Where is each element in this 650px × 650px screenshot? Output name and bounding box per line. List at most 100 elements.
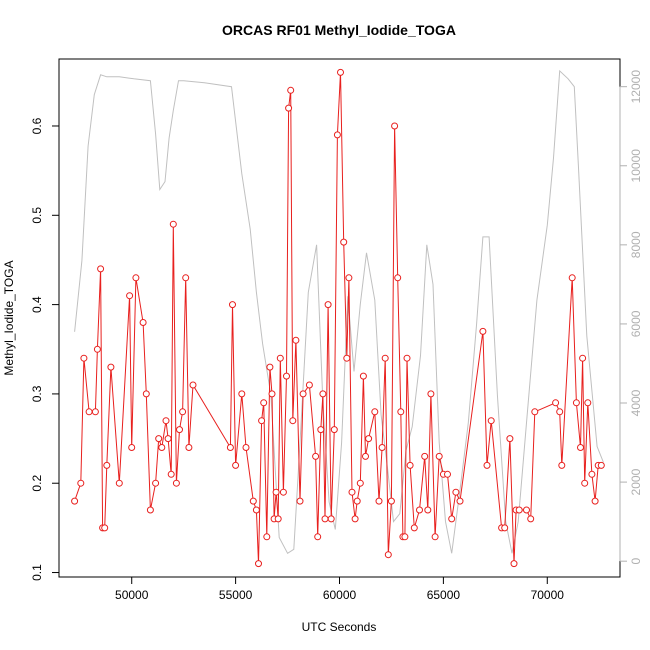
data-point xyxy=(501,524,509,532)
y-tick-label: 0.2 xyxy=(30,475,44,492)
data-point xyxy=(128,444,136,451)
data-point xyxy=(403,354,411,362)
chart-title: ORCAS RF01 Methyl_Iodide_TOGA xyxy=(222,22,456,38)
data-point xyxy=(416,506,423,514)
data-point xyxy=(164,435,172,443)
x-tick-label: 70000 xyxy=(531,588,565,602)
series-left-line xyxy=(71,68,605,568)
data-point xyxy=(229,301,236,309)
data-point xyxy=(312,452,320,460)
data-point xyxy=(299,390,307,398)
data-point xyxy=(101,524,109,532)
data-point xyxy=(577,444,584,451)
data-point xyxy=(506,435,514,443)
data-point xyxy=(305,381,313,389)
data-point xyxy=(427,390,435,398)
data-point xyxy=(340,238,348,246)
data-point xyxy=(479,327,487,335)
x-tick-label: 65000 xyxy=(427,588,461,602)
data-point xyxy=(139,319,147,326)
y-axis-right: 0 2000 4000 6000 8000 10000 12000 xyxy=(619,70,643,565)
data-point xyxy=(572,399,580,407)
data-point xyxy=(515,506,523,514)
data-point xyxy=(146,506,154,514)
data-point xyxy=(348,488,356,496)
data-point xyxy=(85,408,93,416)
data-point xyxy=(242,444,250,451)
data-point xyxy=(155,435,163,443)
data-point xyxy=(289,417,297,425)
data-point xyxy=(421,452,429,460)
data-point xyxy=(527,515,535,523)
y-tick-label: 0.6 xyxy=(30,117,44,134)
data-point xyxy=(591,497,599,505)
data-point xyxy=(333,131,341,139)
data-point xyxy=(115,479,123,487)
data-point xyxy=(448,515,456,523)
data-point xyxy=(266,363,274,371)
data-point xyxy=(330,426,338,434)
data-point xyxy=(327,515,335,523)
data-point xyxy=(276,354,284,362)
data-point xyxy=(588,470,596,478)
data-point xyxy=(176,426,183,434)
data-point xyxy=(387,497,395,505)
data-point xyxy=(487,417,495,425)
data-point xyxy=(252,506,260,514)
data-point xyxy=(279,488,287,496)
data-point xyxy=(431,533,439,541)
data-point xyxy=(258,417,266,425)
x-tick-label: 55000 xyxy=(219,588,253,602)
data-point xyxy=(371,408,379,416)
data-point xyxy=(362,452,369,460)
data-point xyxy=(359,372,367,380)
x-tick-label: 50000 xyxy=(115,588,149,602)
data-point xyxy=(93,345,101,353)
x-tick-label: 60000 xyxy=(323,588,357,602)
data-point xyxy=(378,444,386,451)
data-point xyxy=(162,417,170,425)
data-point xyxy=(597,461,605,469)
data-point xyxy=(263,533,271,541)
data-point xyxy=(456,497,464,505)
data-point xyxy=(292,336,300,344)
y2-tick-label: 8000 xyxy=(629,231,643,258)
data-point xyxy=(321,515,329,523)
data-point xyxy=(71,497,79,505)
data-point xyxy=(343,354,351,362)
data-point xyxy=(581,479,589,487)
data-point xyxy=(132,274,140,282)
data-point xyxy=(353,497,361,505)
y-tick-label: 0.1 xyxy=(30,564,44,581)
data-point xyxy=(410,524,418,532)
data-point xyxy=(397,408,405,416)
data-point xyxy=(189,381,197,389)
data-point xyxy=(351,515,359,523)
data-point xyxy=(384,551,392,559)
data-point xyxy=(406,461,414,469)
data-point xyxy=(356,479,364,487)
data-point xyxy=(381,354,389,362)
y2-tick-label: 4000 xyxy=(629,389,643,416)
y2-tick-label: 2000 xyxy=(629,468,643,495)
y2-tick-label: 0 xyxy=(629,558,643,565)
data-point xyxy=(182,274,190,282)
data-point xyxy=(272,488,280,496)
data-point xyxy=(107,363,115,371)
data-point xyxy=(483,461,491,469)
data-point xyxy=(552,399,560,407)
x-axis-label: UTC Seconds xyxy=(302,620,377,634)
data-point xyxy=(579,354,587,362)
x-axis: 50000 55000 60000 65000 70000 xyxy=(115,576,565,602)
data-point xyxy=(314,533,322,541)
data-point xyxy=(523,506,530,514)
data-point xyxy=(401,533,409,541)
y2-tick-label: 12000 xyxy=(629,70,643,104)
data-point xyxy=(510,560,518,568)
data-point xyxy=(568,274,576,282)
data-point xyxy=(365,435,373,443)
data-point xyxy=(80,354,88,362)
y-tick-label: 0.3 xyxy=(30,385,44,402)
data-point xyxy=(238,390,246,398)
data-point xyxy=(77,479,85,487)
